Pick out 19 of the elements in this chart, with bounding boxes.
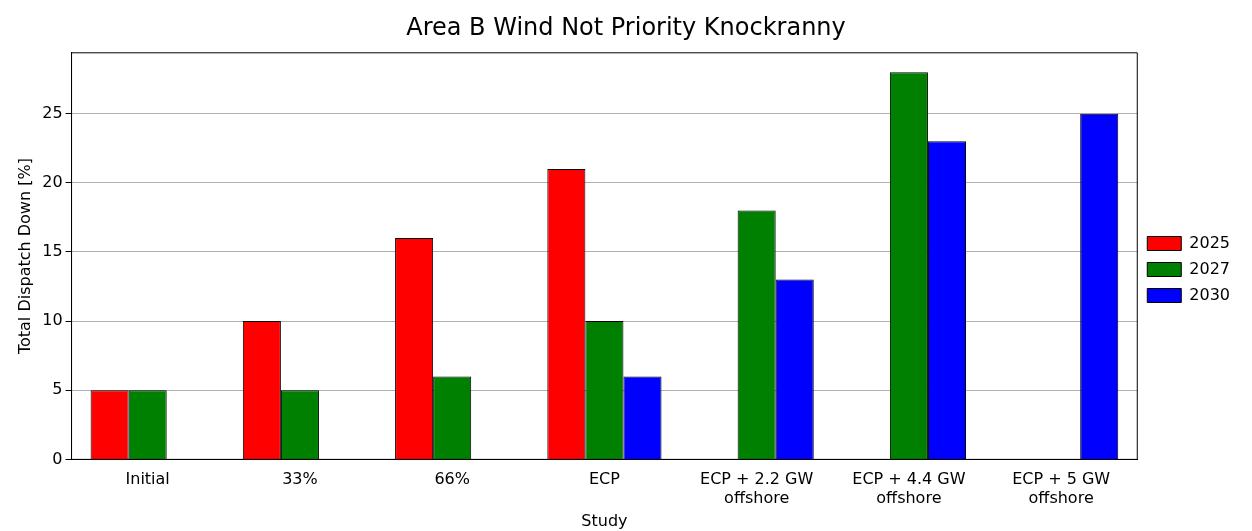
y-tick-label: 20 [42, 171, 63, 191]
x-tick-label: 66% [434, 469, 470, 489]
y-tick-label: 0 [52, 448, 63, 468]
x-axis-title: Study [581, 510, 628, 530]
y-tick-label: 15 [42, 241, 63, 261]
x-tick-label: ECP + 5 GW offshore [1012, 469, 1111, 508]
x-tick-label: ECP + 2.2 GW offshore [700, 469, 814, 508]
x-tick-label: ECP + 4.4 GW offshore [852, 469, 966, 508]
legend-label: 2027 [1189, 258, 1230, 278]
x-tick-label: ECP [588, 469, 621, 489]
chart-title: Area B Wind Not Priority Knockranny [406, 12, 846, 41]
y-tick-label: 5 [52, 379, 63, 399]
y-tick-label: 10 [42, 310, 63, 330]
y-axis-title: Total Dispatch Down [%] [14, 158, 34, 356]
legend-label: 2030 [1189, 284, 1230, 304]
y-tick-label: 25 [42, 102, 63, 122]
x-tick-label: 33% [282, 469, 318, 489]
legend-label: 2025 [1189, 232, 1230, 252]
x-tick-label: Initial [125, 469, 170, 489]
